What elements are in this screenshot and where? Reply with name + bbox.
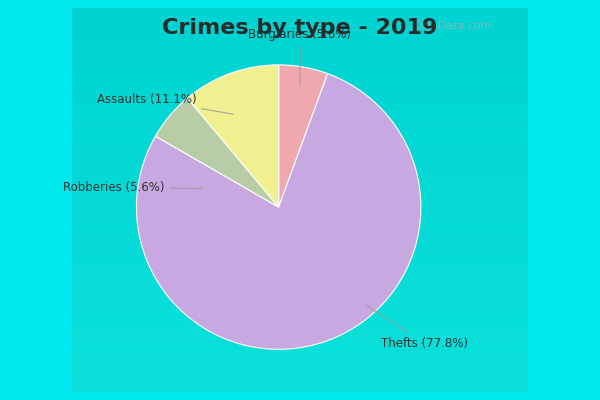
Text: Robberies (5.6%): Robberies (5.6%) bbox=[64, 181, 202, 194]
Text: Assaults (11.1%): Assaults (11.1%) bbox=[97, 92, 233, 114]
Text: Burglaries (5.6%): Burglaries (5.6%) bbox=[248, 28, 352, 86]
Wedge shape bbox=[278, 65, 328, 207]
Text: Crimes by type - 2019: Crimes by type - 2019 bbox=[163, 18, 437, 38]
Text: Thefts (77.8%): Thefts (77.8%) bbox=[367, 305, 468, 350]
Wedge shape bbox=[187, 65, 278, 207]
Wedge shape bbox=[136, 74, 421, 349]
Text: City-Data.com: City-Data.com bbox=[413, 22, 492, 32]
Wedge shape bbox=[155, 98, 278, 207]
